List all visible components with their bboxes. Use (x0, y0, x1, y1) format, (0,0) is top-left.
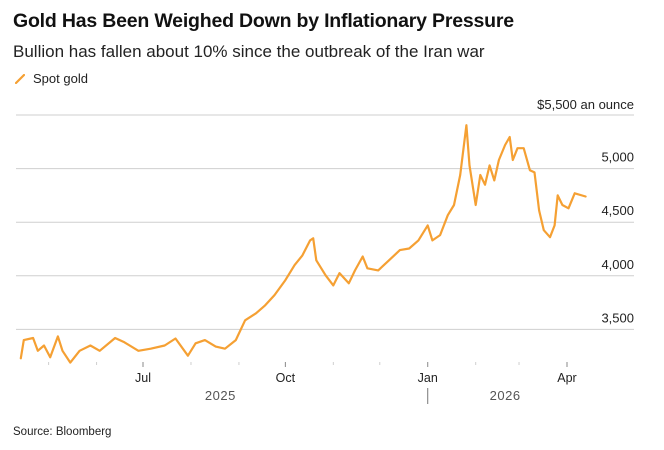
x-axis: Jul Oct Jan Apr 2025 2026 (48, 362, 577, 404)
gridlines (16, 114, 634, 330)
x-tick-label-apr: Apr (557, 371, 576, 385)
x-tick-label-jan: Jan (418, 371, 438, 385)
x-tick-label-oct: Oct (276, 371, 296, 385)
y-tick-label-3500: 3,500 (601, 310, 634, 325)
y-tick-label-5000: 5,000 (601, 150, 634, 165)
legend-line-icon (15, 73, 25, 84)
x-tick-label-jul: Jul (135, 371, 151, 385)
y-tick-label-4000: 4,000 (601, 257, 634, 272)
chart-subtitle: Bullion has fallen about 10% since the o… (13, 42, 485, 61)
legend-label-spot-gold: Spot gold (33, 71, 88, 86)
year-label-2026: 2026 (490, 388, 521, 403)
y-tick-label-5500: $5,500 an ounce (537, 97, 634, 112)
y-axis-labels: 3,500 4,000 4,500 5,000 $5,500 an ounce (537, 97, 634, 325)
series-layer (19, 124, 587, 364)
legend: Spot gold (15, 71, 88, 86)
chart-title: Gold Has Been Weighed Down by Inflationa… (13, 10, 514, 32)
year-label-2025: 2025 (205, 388, 236, 403)
source-note: Source: Bloomberg (13, 426, 112, 438)
line-chart: 3,500 4,000 4,500 5,000 $5,500 an ounce Jul O… (16, 97, 634, 404)
series-line-spot-gold (19, 124, 587, 364)
y-tick-label-4500: 4,500 (601, 203, 634, 218)
